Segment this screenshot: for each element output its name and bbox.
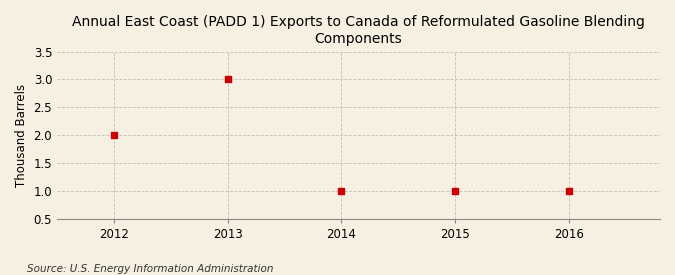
Point bbox=[564, 189, 574, 193]
Point bbox=[450, 189, 460, 193]
Y-axis label: Thousand Barrels: Thousand Barrels bbox=[15, 84, 28, 187]
Point bbox=[336, 189, 347, 193]
Title: Annual East Coast (PADD 1) Exports to Canada of Reformulated Gasoline Blending
C: Annual East Coast (PADD 1) Exports to Ca… bbox=[72, 15, 645, 46]
Text: Source: U.S. Energy Information Administration: Source: U.S. Energy Information Administ… bbox=[27, 264, 273, 274]
Point bbox=[109, 133, 119, 138]
Point bbox=[222, 77, 233, 82]
